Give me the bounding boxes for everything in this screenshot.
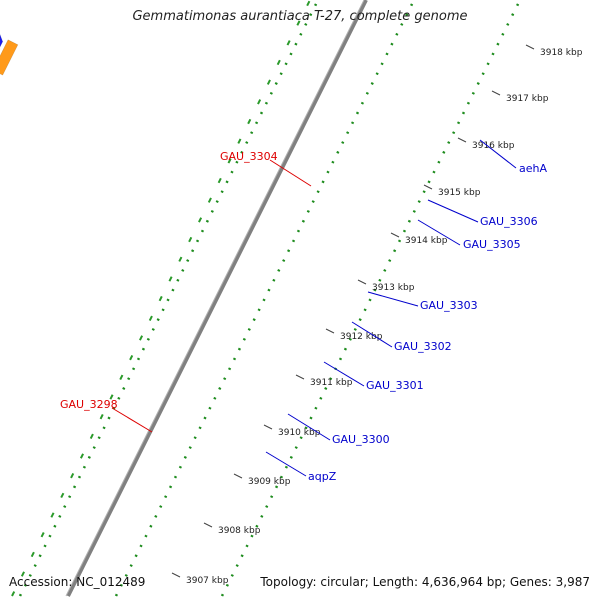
gene-label: GAU_3300 xyxy=(332,433,390,446)
tick-label: 3913 kbp xyxy=(372,283,415,293)
gene-leader-line xyxy=(287,413,331,441)
tick-label: 3918 kbp xyxy=(540,48,583,58)
genome-summary-text: Topology: circular; Length: 4,636,964 bp… xyxy=(260,575,590,589)
tick-label: 3916 kbp xyxy=(472,141,515,151)
gene-feature-orange xyxy=(0,39,19,76)
tick-label: 3914 kbp xyxy=(405,236,448,246)
gene-leader-line xyxy=(417,219,461,246)
tick-label: 3911 kbp xyxy=(310,378,353,388)
tick-label: 3909 kbp xyxy=(248,477,291,487)
tick-mark xyxy=(171,572,181,578)
gene-leader-line xyxy=(269,159,312,187)
gene-labels: aehA GAU_3306 GAU_3305 GAU_3304 GAU_3303 GAU_… xyxy=(60,139,547,483)
map-title: Gemmatimonas aurantiaca T-27, complete g… xyxy=(132,9,468,24)
gene-leader-line xyxy=(265,451,307,477)
tick-mark xyxy=(203,522,213,528)
tick-mark xyxy=(357,279,367,285)
tick-mark xyxy=(457,137,467,143)
tick-mark xyxy=(390,232,400,238)
tick-mark xyxy=(295,374,305,380)
outer-dash-line xyxy=(11,0,311,597)
accession-text: Accession: NC_012489 xyxy=(9,575,146,589)
tick-label: 3908 kbp xyxy=(218,526,261,536)
gene-label: aehA xyxy=(519,162,547,175)
gene-leader-line xyxy=(323,361,365,387)
gene-leader-line xyxy=(479,139,517,169)
tick-mark xyxy=(525,44,535,50)
backbone-line xyxy=(66,0,368,597)
gene-label: GAU_3303 xyxy=(420,299,478,312)
gene-label: GAU_3298 xyxy=(60,398,118,411)
tick-label: 3912 kbp xyxy=(340,332,383,342)
tick-label: 3907 kbp xyxy=(186,576,229,586)
gene-feature-blue xyxy=(0,33,4,48)
gene-label: GAU_3306 xyxy=(480,215,538,228)
kbp-ticks: 3907 kbp 3908 kbp 3909 kbp 3910 kbp 3911 kbp… xyxy=(171,44,583,586)
dotted-guide-line xyxy=(220,0,522,597)
genome-backbone xyxy=(65,0,368,597)
gene-leader-line xyxy=(427,199,479,223)
tick-mark xyxy=(491,90,501,96)
gene-label: GAU_3304 xyxy=(220,150,278,163)
tick-mark xyxy=(263,424,273,430)
gene-leader-line xyxy=(351,321,393,348)
tick-mark xyxy=(233,473,243,479)
tick-mark xyxy=(325,328,335,334)
gene-features xyxy=(0,33,19,76)
dotted-guide-lines xyxy=(11,0,522,597)
gene-label: GAU_3302 xyxy=(394,340,452,353)
gene-leader-line xyxy=(111,407,153,433)
gene-label: aqpZ xyxy=(308,470,337,483)
tick-label: 3910 kbp xyxy=(278,428,321,438)
gene-label: GAU_3301 xyxy=(366,379,424,392)
tick-label: 3915 kbp xyxy=(438,188,481,198)
backbone-highlight xyxy=(65,0,365,597)
tick-mark xyxy=(423,184,433,190)
dotted-guide-line xyxy=(18,0,320,597)
gene-leader-line xyxy=(367,291,419,307)
dotted-guide-line xyxy=(114,0,416,597)
gene-label: GAU_3305 xyxy=(463,238,521,251)
tick-label: 3917 kbp xyxy=(506,94,549,104)
